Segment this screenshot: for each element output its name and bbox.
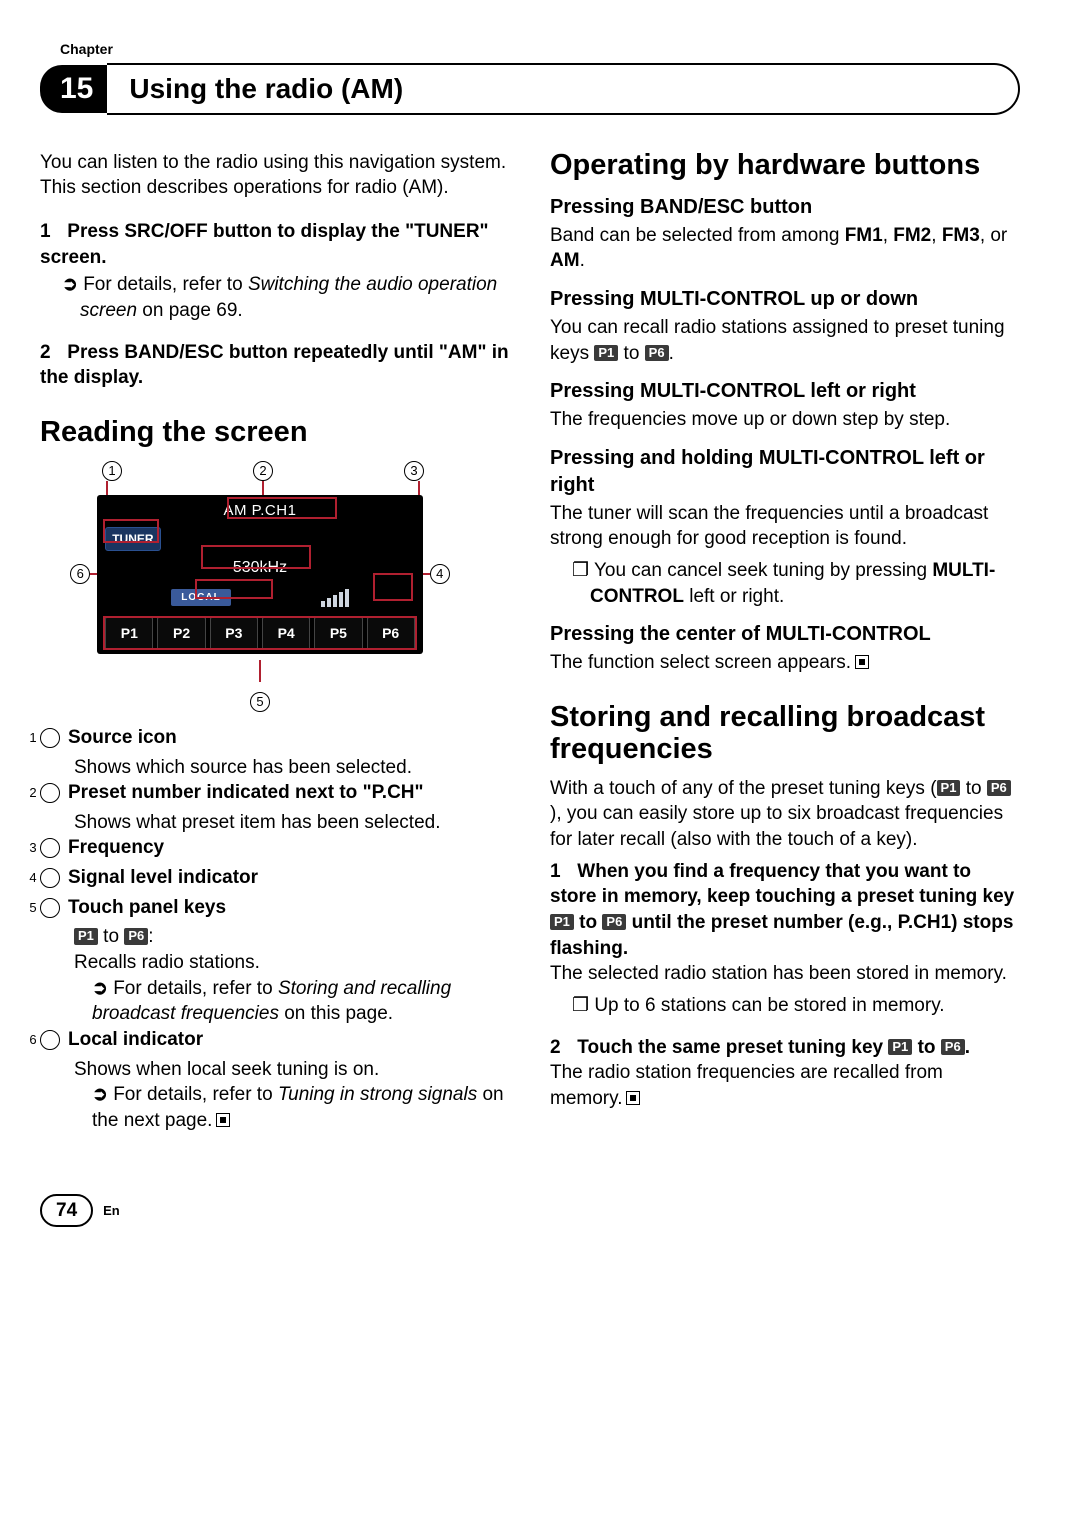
mc-leftright-text: The frequencies move up or down step by … — [550, 407, 1020, 433]
step-2-number: 2 — [40, 340, 62, 366]
mc-center-text: The function select screen appears. — [550, 650, 1020, 676]
preset-p1[interactable]: P1 — [105, 617, 153, 650]
p1-chip-icon: P1 — [594, 345, 618, 361]
preset-p3[interactable]: P3 — [210, 617, 258, 650]
callout-6: 6 — [70, 564, 90, 584]
mc-updown-text: You can recall radio stations assigned t… — [550, 315, 1020, 366]
callout-1: 1 — [102, 461, 122, 481]
p1-chip-icon: P1 — [550, 914, 574, 930]
p6-chip-icon: P6 — [602, 914, 626, 930]
screen-figure: 1 2 3 6 AM P.CH1 TUNER — [70, 461, 450, 715]
screen-title: AM P.CH1 — [105, 501, 415, 521]
tuner-source-icon: TUNER — [105, 527, 160, 551]
p1-chip-icon: P1 — [937, 780, 961, 796]
callout-3: 3 — [404, 461, 424, 481]
storing-step-1-result: The selected radio station has been stor… — [550, 961, 1020, 987]
legend-5-ref: For details, refer to Storing and recall… — [40, 976, 510, 1027]
p6-chip-icon: P6 — [645, 345, 669, 361]
callout-2: 2 — [253, 461, 273, 481]
legend-3-title: Frequency — [68, 837, 164, 858]
preset-p5[interactable]: P5 — [314, 617, 362, 650]
step-1-detail: For details, refer to Switching the audi… — [40, 272, 510, 323]
right-column: Operating by hardware buttons Pressing B… — [550, 150, 1020, 1134]
storing-intro: With a touch of any of the preset tuning… — [550, 776, 1020, 853]
step-1-number: 1 — [40, 219, 62, 245]
signal-level-icon — [321, 589, 349, 607]
chapter-number-badge: 15 — [40, 65, 107, 114]
page-number: 74 — [40, 1194, 93, 1228]
h3-mc-center: Pressing the center of MULTI-CONTROL — [550, 621, 1020, 648]
p1-chip-icon: P1 — [74, 928, 98, 944]
heading-operating: Operating by hardware buttons — [550, 150, 1020, 182]
legend-6-ref: For details, refer to Tuning in strong s… — [40, 1082, 510, 1133]
legend-1-desc: Shows which source has been selected. — [40, 755, 510, 781]
h3-mc-leftright: Pressing MULTI-CONTROL left or right — [550, 378, 1020, 405]
chapter-header: 15 Using the radio (AM) — [40, 63, 1020, 115]
end-section-icon — [855, 655, 869, 669]
legend-5-title: Touch panel keys — [68, 897, 226, 918]
legend-5-desc: Recalls radio stations. — [40, 950, 510, 976]
p6-chip-icon: P6 — [124, 928, 148, 944]
step-1-text-a: Press SRC/OFF button to display the — [67, 221, 405, 242]
storing-step-2: 2 Touch the same preset tuning key P1 to… — [550, 1035, 1020, 1112]
storing-step-1-note: Up to 6 stations can be stored in memory… — [550, 993, 1020, 1019]
step-2: 2 Press BAND/ESC button repeatedly until… — [40, 340, 510, 391]
screen-legend: 1Source icon Shows which source has been… — [40, 725, 510, 1134]
legend-6-title: Local indicator — [68, 1029, 203, 1050]
heading-reading-screen: Reading the screen — [40, 417, 510, 449]
step-1: 1 Press SRC/OFF button to display the "T… — [40, 219, 510, 324]
end-section-icon — [626, 1091, 640, 1105]
p6-chip-icon: P6 — [987, 780, 1011, 796]
bandesc-text: Band can be selected from among FM1, FM2… — [550, 223, 1020, 274]
h3-bandesc: Pressing BAND/ESC button — [550, 194, 1020, 221]
storing-step-2-result: The radio station frequencies are recall… — [550, 1060, 1020, 1111]
h3-mc-hold: Pressing and holding MULTI-CONTROL left … — [550, 445, 1020, 499]
chapter-label: Chapter — [60, 40, 1020, 59]
tuner-screen: AM P.CH1 TUNER 530kHz LOCAL P1 P2 P3 P4 — [97, 495, 423, 654]
left-column: You can listen to the radio using this n… — [40, 150, 510, 1134]
intro-text: You can listen to the radio using this n… — [40, 150, 510, 201]
legend-4-title: Signal level indicator — [68, 867, 258, 888]
preset-p6[interactable]: P6 — [367, 617, 415, 650]
step-2-text-a: Press BAND/ESC button repeatedly until — [67, 342, 439, 363]
heading-storing: Storing and recalling broadcast frequenc… — [550, 702, 1020, 766]
end-section-icon — [216, 1113, 230, 1127]
screen-frequency: 530kHz — [105, 557, 415, 579]
storing-step-1: 1 When you find a frequency that you wan… — [550, 859, 1020, 1019]
callout-4: 4 — [430, 564, 450, 584]
page-footer: 74 En — [40, 1194, 1020, 1228]
legend-5-chips: P1 to P6: — [40, 924, 510, 950]
preset-p4[interactable]: P4 — [262, 617, 310, 650]
local-indicator: LOCAL — [171, 589, 230, 607]
chapter-title: Using the radio (AM) — [107, 63, 1020, 115]
step-2-text-b: "AM" — [439, 342, 487, 363]
callout-5: 5 — [250, 692, 270, 712]
mc-hold-text: The tuner will scan the frequencies unti… — [550, 501, 1020, 552]
legend-2-title: Preset number indicated next to "P.CH" — [68, 782, 424, 803]
legend-6-desc: Shows when local seek tuning is on. — [40, 1057, 510, 1083]
legend-2-desc: Shows what preset item has been selected… — [40, 810, 510, 836]
h3-mc-updown: Pressing MULTI-CONTROL up or down — [550, 286, 1020, 313]
footer-language: En — [103, 1202, 120, 1220]
legend-1-title: Source icon — [68, 727, 177, 748]
p6-chip-icon: P6 — [941, 1039, 965, 1055]
mc-hold-note: You can cancel seek tuning by pressing M… — [550, 558, 1020, 609]
p1-chip-icon: P1 — [888, 1039, 912, 1055]
preset-p2[interactable]: P2 — [157, 617, 205, 650]
preset-keys-row: P1 P2 P3 P4 P5 P6 — [105, 617, 415, 650]
